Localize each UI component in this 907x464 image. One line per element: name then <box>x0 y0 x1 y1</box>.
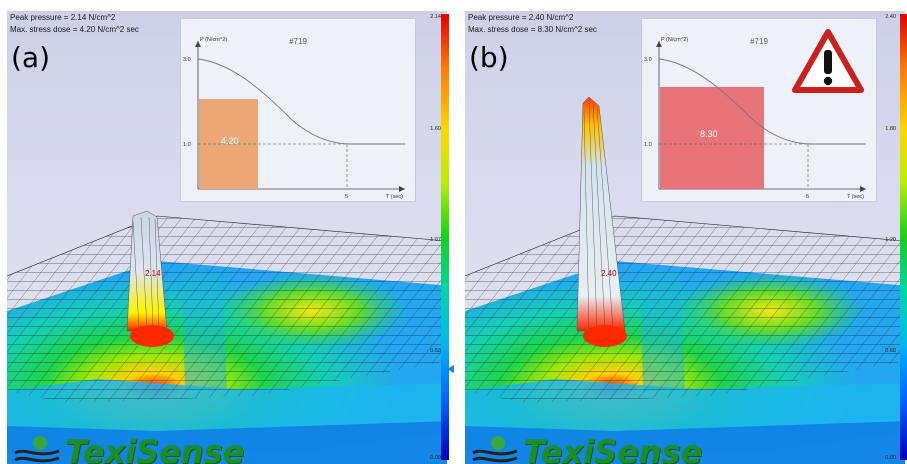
warning-triangle-icon <box>792 29 864 93</box>
peak-value-label: 2.40 <box>601 269 617 278</box>
scale-tick: 0.53 <box>430 348 441 354</box>
pressure-surface-a <box>7 210 447 464</box>
y-tick-ref: 1.0 <box>183 142 191 148</box>
scale-tick: 2.14 <box>430 14 441 20</box>
panel-label: (b) <box>469 41 509 74</box>
scale-tick: 1.20 <box>885 237 896 243</box>
x-tick: 5 <box>345 194 348 200</box>
peak-value-label: 2.14 <box>145 269 161 278</box>
dose-value-label: 8.30 <box>700 129 718 139</box>
stress-dose-text: Max. stress dose = 8.30 N/cm^2 sec <box>468 25 597 34</box>
logo-text: TexiSense <box>65 433 245 464</box>
scale-tick: 1.60 <box>430 126 441 132</box>
scale-tick: 0.00 <box>885 455 896 461</box>
y-tick-top: 3.0 <box>183 57 191 63</box>
globe-icon <box>14 436 60 463</box>
sensor-id: #719 <box>289 37 307 46</box>
y-tick-top: 3.0 <box>644 57 652 63</box>
pressure-panel-a: Peak pressure = 2.14 N/cm^2 Max. stress … <box>7 11 447 464</box>
scale-tick: 1.80 <box>885 126 896 132</box>
pressure-panel-b: Peak pressure = 2.40 N/cm^2 Max. stress … <box>465 11 905 464</box>
sensor-id: #719 <box>750 37 768 46</box>
stress-dose-text: Max. stress dose = 4.20 N/cm^2 sec <box>10 25 139 34</box>
dose-value-label: 4.20 <box>221 136 239 146</box>
dose-area-bar <box>660 87 764 189</box>
y-tick-ref: 1.0 <box>644 142 652 148</box>
scale-tick: 0.00 <box>430 455 441 461</box>
texisense-logo: TexiSense <box>13 431 313 464</box>
peak-pressure-text: Peak pressure = 2.40 N/cm^2 <box>468 13 574 22</box>
scale-tick: 2.40 <box>885 14 896 20</box>
texisense-logo: TexiSense <box>471 431 771 464</box>
peak-pressure-text: Peak pressure = 2.14 N/cm^2 <box>10 13 116 22</box>
color-scale-bar-a <box>441 14 449 460</box>
x-axis-label: T (sec) <box>386 194 403 200</box>
scale-tick: 0.60 <box>885 348 896 354</box>
globe-icon <box>472 436 518 463</box>
pressure-surface-b <box>465 96 905 464</box>
y-axis-label: P (N/cm^2) <box>200 37 227 43</box>
color-scale-bar-b <box>900 14 907 460</box>
scale-marker-icon <box>447 365 454 373</box>
logo-text: TexiSense <box>523 433 703 464</box>
panel-label: (a) <box>11 41 51 74</box>
y-axis-label: P (N/cm^2) <box>661 37 688 43</box>
x-axis-label: T (sec) <box>847 194 864 200</box>
scale-tick: 1.07 <box>430 237 441 243</box>
stress-dose-inset-chart: #719 P (N/cm^2) 3.0 1.0 5 T (sec) 4.20 <box>180 18 416 202</box>
x-tick: 5 <box>806 194 809 200</box>
